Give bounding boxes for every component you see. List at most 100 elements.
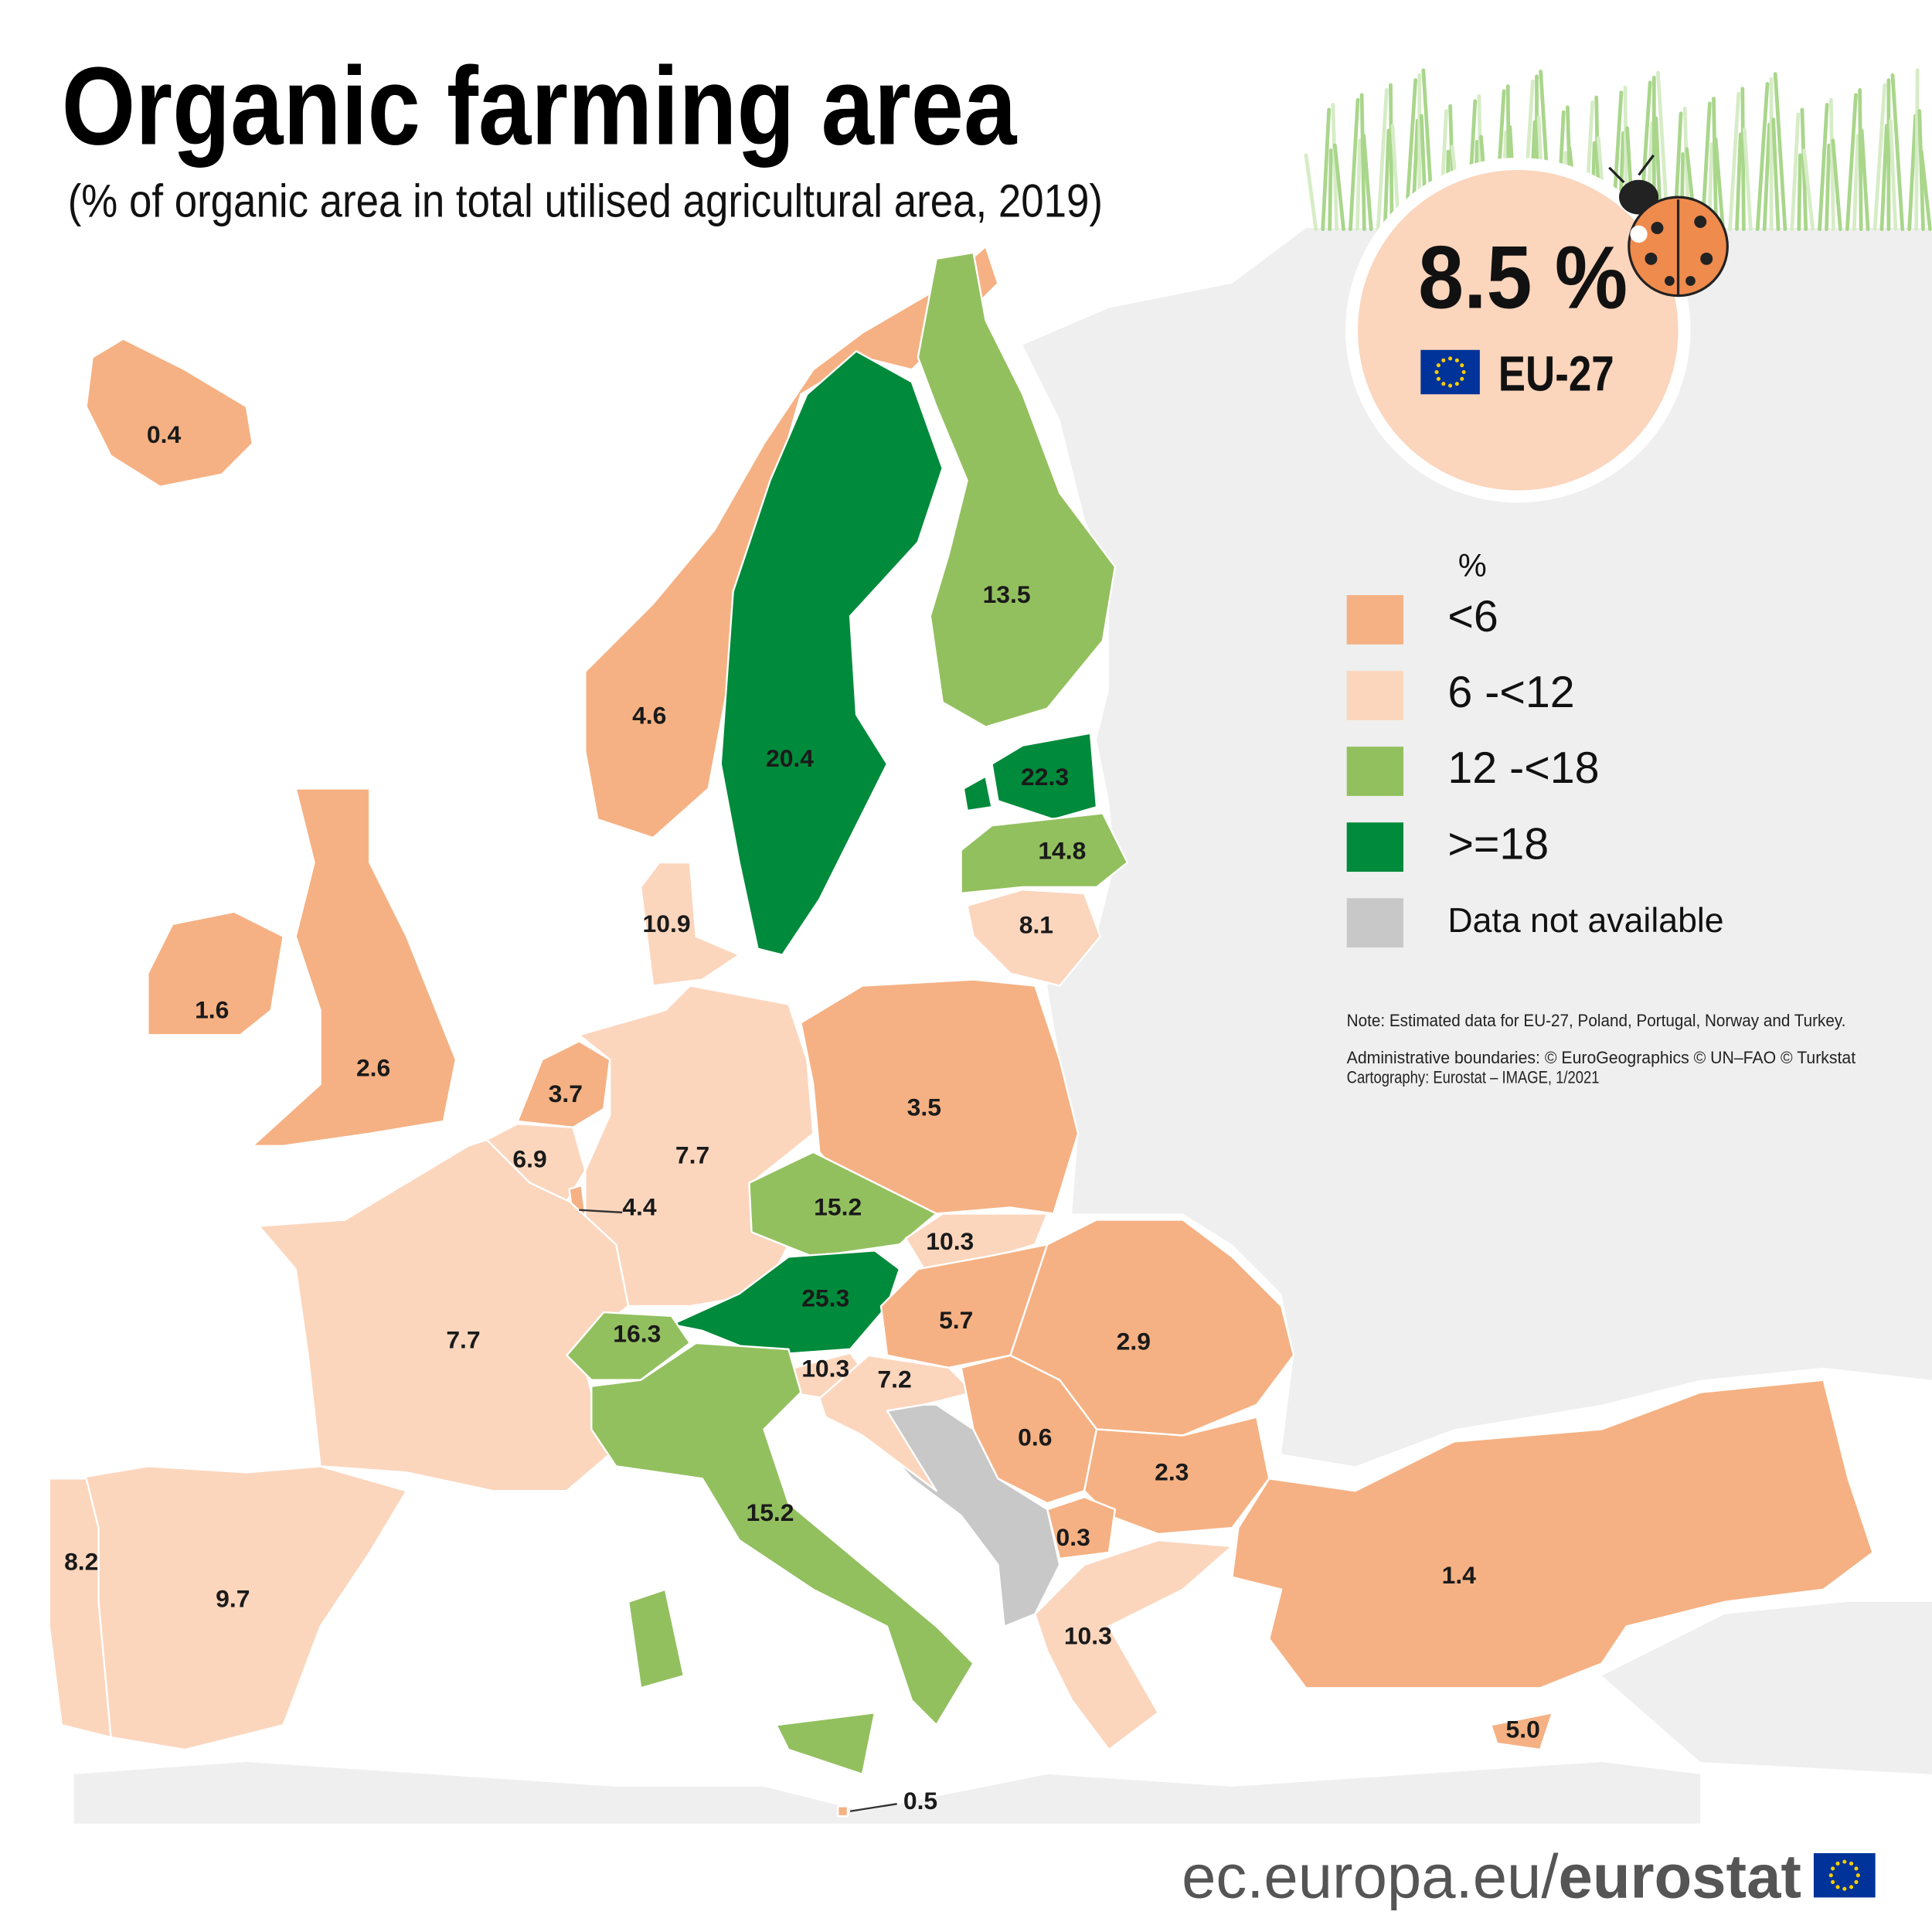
grass-blade xyxy=(1383,128,1391,231)
flag-star xyxy=(1448,356,1453,361)
grass-blade xyxy=(1790,112,1801,231)
ladybug-decoration xyxy=(1608,154,1729,298)
country xyxy=(1034,1539,1233,1751)
flag-star xyxy=(1441,382,1446,386)
country-value: 25.3 xyxy=(801,1284,849,1312)
country xyxy=(966,888,1101,987)
grass-blade xyxy=(1359,93,1366,231)
note: Administrative boundaries: © EuroGeograp… xyxy=(1347,1048,1856,1067)
legend-swatch xyxy=(1346,822,1404,872)
pointer-arrow xyxy=(579,1209,623,1214)
grass-blade xyxy=(1914,68,1920,231)
eu-label: EU-27 xyxy=(1498,345,1614,401)
grass-blade xyxy=(1762,122,1771,231)
legend-unit: % xyxy=(1458,547,1487,583)
country-value: 16.3 xyxy=(613,1320,661,1348)
country-value: 1.6 xyxy=(195,995,229,1023)
value-labels: 0.4 4.6 20.4 13.5 22.3 14.8 8.1 10.9 1.6 2.6 3.7 6.… xyxy=(64,420,1540,1815)
country-value: 7.7 xyxy=(675,1141,709,1169)
legend-swatch xyxy=(1346,671,1404,720)
country-value: 1.4 xyxy=(1442,1561,1477,1589)
country xyxy=(1231,1379,1874,1689)
grass-blade xyxy=(1890,73,1905,231)
legend-label: 12 -<18 xyxy=(1447,743,1599,793)
grass-blade xyxy=(1773,72,1787,231)
flag-star xyxy=(1831,1866,1835,1871)
grass-blade xyxy=(1889,118,1898,231)
country-value: 13.5 xyxy=(983,580,1031,608)
flag-star xyxy=(1454,382,1459,386)
grass-blade xyxy=(1735,132,1743,231)
subtitle: (% of organic area in total utilised agr… xyxy=(68,175,1103,227)
country xyxy=(48,1478,112,1739)
country-value: 10.9 xyxy=(643,910,691,937)
flag-star xyxy=(1831,1879,1835,1884)
grass-blade xyxy=(1304,153,1318,231)
grass-blade xyxy=(1802,148,1815,231)
grass-blade xyxy=(1742,128,1753,231)
grass-blade xyxy=(1879,124,1889,231)
grass-blade xyxy=(1376,87,1389,231)
country-value: 15.2 xyxy=(746,1498,794,1526)
flag-star xyxy=(1828,1873,1833,1878)
country-value: 2.3 xyxy=(1155,1458,1189,1485)
flag-star xyxy=(1441,358,1446,362)
country-value: 4.6 xyxy=(632,701,666,729)
flag-star xyxy=(1448,383,1453,388)
eu-flag xyxy=(1420,349,1480,395)
country-value: 3.5 xyxy=(907,1093,941,1121)
country-value: 5.0 xyxy=(1506,1716,1540,1743)
grass-blade xyxy=(1797,153,1802,231)
country-value: 6.9 xyxy=(512,1145,546,1172)
flag-star xyxy=(1835,1861,1840,1866)
grass-blade xyxy=(1328,148,1333,231)
pointer-arrow xyxy=(849,1803,897,1812)
country xyxy=(251,787,457,1147)
country-value: 10.3 xyxy=(926,1227,974,1255)
eurostat-flag xyxy=(1813,1852,1876,1898)
flag-star xyxy=(1454,358,1459,362)
grass-blade xyxy=(1355,138,1362,231)
country-value: 15.2 xyxy=(814,1193,862,1221)
legend-swatch xyxy=(1346,898,1404,948)
country xyxy=(960,812,1129,895)
footer: ec.europa.eu/eurostat xyxy=(1182,1842,1801,1910)
legend-swatch xyxy=(1346,595,1404,645)
grass-blade xyxy=(1332,143,1345,231)
grass-blade xyxy=(1852,133,1860,231)
grass-blade xyxy=(1349,97,1360,231)
grass-blade xyxy=(1831,138,1842,231)
country xyxy=(917,251,1117,728)
country-value: 4.4 xyxy=(622,1193,657,1221)
grass-blade xyxy=(1907,114,1918,231)
grass-blade xyxy=(1389,83,1394,231)
country xyxy=(818,1354,975,1492)
country-value: 10.3 xyxy=(801,1354,849,1382)
flag-star xyxy=(1835,1885,1840,1889)
grass-blade xyxy=(1712,97,1719,231)
note: Cartography: Eurostat – IMAGE, 1/2021 xyxy=(1347,1067,1600,1087)
country-value: 0.6 xyxy=(1018,1423,1052,1451)
country xyxy=(584,245,999,839)
grass-blade xyxy=(1728,91,1741,231)
country xyxy=(800,978,1080,1215)
country xyxy=(1046,1495,1117,1560)
country-value: 0.3 xyxy=(1056,1523,1090,1551)
flag-star xyxy=(1854,1866,1859,1871)
grass-blade xyxy=(1755,82,1770,231)
country xyxy=(836,1805,849,1818)
grass-blade xyxy=(1919,149,1932,231)
country-value: 9.7 xyxy=(216,1585,250,1613)
flag-star xyxy=(1460,376,1464,381)
grass-blade xyxy=(1845,93,1858,231)
legend-label: Data not available xyxy=(1447,902,1723,940)
country xyxy=(85,338,254,488)
note: Note: Estimated data for EU-27, Poland, … xyxy=(1347,1011,1846,1030)
country-value: 2.9 xyxy=(1117,1327,1151,1355)
country-value: 8.2 xyxy=(64,1548,98,1576)
country-value: 8.1 xyxy=(1019,910,1053,938)
country-value: 0.4 xyxy=(147,420,182,448)
country xyxy=(590,1342,975,1726)
footer-brand: eurostat xyxy=(1559,1842,1801,1910)
